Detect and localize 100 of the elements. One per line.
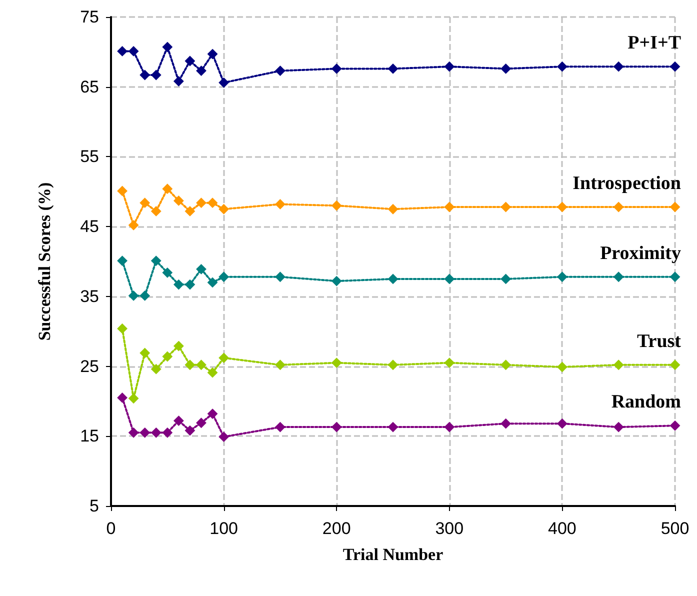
point: [388, 274, 398, 284]
point: [117, 46, 128, 56]
point: [614, 202, 624, 212]
point: [128, 290, 139, 301]
point: [388, 64, 398, 74]
point: [557, 202, 568, 212]
y-tick-label: 55: [80, 147, 99, 166]
point: [174, 196, 184, 206]
series-label: Introspection: [572, 173, 682, 194]
point: [557, 362, 568, 372]
point: [557, 418, 568, 429]
point: [184, 56, 195, 66]
point: [444, 422, 454, 432]
point: [140, 70, 150, 80]
y-tick-label: 25: [80, 356, 99, 376]
point: [117, 186, 128, 196]
series-label: Trust: [637, 330, 682, 352]
point: [332, 422, 342, 432]
point: [196, 418, 206, 428]
point: [388, 360, 398, 370]
point: [614, 360, 624, 370]
point: [196, 198, 206, 208]
point: [275, 422, 286, 432]
y-tick-label: 45: [80, 217, 99, 236]
point: [500, 360, 511, 370]
point: [128, 220, 139, 230]
point: [218, 272, 229, 282]
y-tick-label: 65: [80, 77, 99, 96]
point: [332, 358, 342, 368]
point: [184, 426, 195, 436]
point: [275, 360, 286, 370]
point: [184, 206, 195, 216]
x-tick-label: 200: [322, 519, 351, 538]
x-tick-label: 400: [548, 519, 576, 538]
point: [162, 42, 172, 52]
point: [388, 422, 398, 432]
point: [151, 256, 162, 266]
point: [218, 432, 229, 442]
point: [275, 199, 286, 210]
y-tick-label: 15: [80, 426, 99, 446]
point: [218, 352, 229, 363]
point: [174, 416, 184, 426]
point: [332, 64, 342, 74]
point: [275, 272, 286, 282]
point: [151, 364, 162, 374]
point: [140, 198, 150, 208]
point: [128, 393, 139, 404]
point: [557, 62, 568, 72]
point: [444, 358, 454, 368]
y-tick-label: 35: [80, 286, 99, 306]
point: [196, 66, 206, 76]
point: [670, 272, 680, 282]
point: [140, 290, 150, 301]
point: [218, 78, 229, 88]
x-tick-label: 100: [210, 519, 238, 538]
point: [208, 49, 218, 60]
point: [670, 202, 680, 212]
point: [614, 422, 624, 432]
point: [174, 76, 184, 86]
point: [332, 276, 342, 286]
point: [140, 348, 150, 358]
point: [500, 418, 511, 429]
point: [500, 64, 511, 74]
point: [557, 272, 568, 282]
point: [614, 272, 624, 282]
point: [162, 184, 172, 194]
point: [128, 46, 139, 56]
point: [184, 280, 195, 290]
point: [196, 360, 206, 370]
point: [208, 408, 218, 419]
point: [670, 360, 680, 370]
point: [196, 264, 206, 274]
point: [332, 200, 342, 211]
point: [500, 202, 511, 212]
series-label: Random: [611, 392, 682, 413]
y-tick-label: 75: [80, 8, 99, 26]
x-tick-label: 300: [435, 519, 464, 538]
point: [184, 360, 195, 370]
point: [117, 256, 128, 266]
point: [162, 428, 172, 438]
point: [444, 202, 454, 212]
point: [151, 428, 162, 438]
point: [208, 368, 218, 378]
point: [500, 274, 511, 284]
point: [444, 274, 454, 284]
point: [208, 198, 218, 208]
point: [174, 341, 184, 352]
x-tick-label: 500: [660, 519, 690, 538]
point: [275, 66, 286, 76]
point: [174, 280, 184, 290]
series-label: Proximity: [600, 242, 682, 264]
y-tick-label: 5: [90, 496, 99, 516]
point: [388, 204, 398, 214]
point: [140, 428, 150, 438]
point: [208, 277, 218, 288]
point: [117, 392, 128, 403]
point: [117, 324, 128, 334]
x-tick-label: 0: [106, 519, 116, 538]
point: [218, 204, 229, 214]
y-axis-title: Successful Scores (%): [35, 182, 54, 341]
